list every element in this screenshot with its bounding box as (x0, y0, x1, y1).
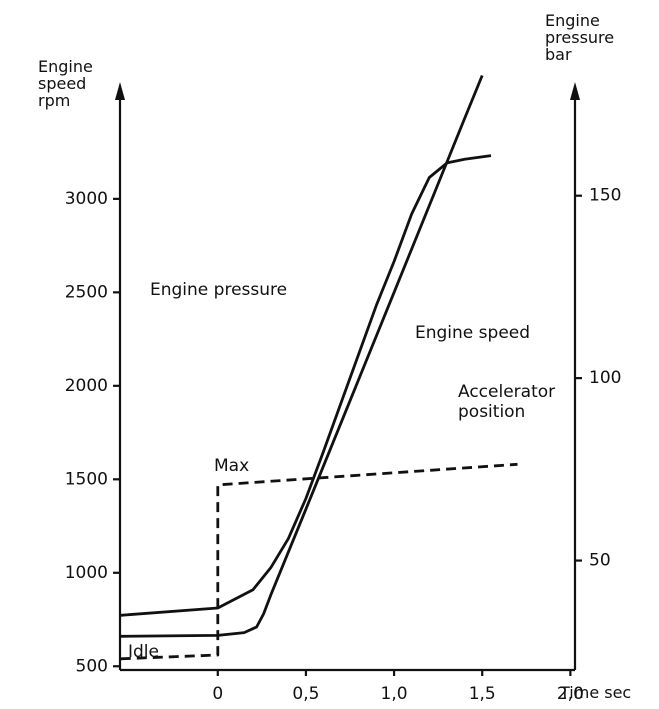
series-line (120, 462, 518, 661)
y-tick-label: 1000 (65, 563, 108, 583)
y-axis-title-line: Engine (38, 57, 93, 76)
y-tick-label: 2500 (65, 282, 108, 302)
x-axis-title: Time sec (560, 683, 632, 702)
y2-axis-title-line: pressure (545, 28, 615, 47)
x-tick-label: 1,0 (381, 684, 408, 704)
x-tick-label: 1,5 (469, 684, 496, 704)
y-axis-title-line: speed (38, 74, 87, 93)
y-tick-label: 500 (76, 656, 108, 676)
series-label: Accelerator position (458, 382, 556, 422)
y2-axis-title: Engine pressure bar (545, 12, 614, 63)
y2-axis-title-line: bar (545, 45, 572, 64)
y-axis-title: Engine speed rpm (38, 58, 93, 109)
series-label: Engine pressure (150, 280, 287, 300)
series-label: Engine speed (415, 323, 530, 343)
y-axis-title-line: rpm (38, 91, 71, 110)
y-axis-arrow (115, 82, 125, 100)
x-tick-label: 0,5 (292, 684, 319, 704)
y-tick-label: 1500 (65, 469, 108, 489)
y2-axis-title-line: Engine (545, 11, 600, 30)
annotation: Max (214, 456, 249, 476)
y2-axis-arrow (570, 82, 580, 100)
x-tick-label: 2,0 (557, 684, 584, 704)
y2-tick-label: 100 (589, 368, 621, 388)
x-tick-label: 0 (212, 684, 223, 704)
y-tick-label: 3000 (65, 189, 108, 209)
series-line (120, 74, 484, 638)
y-tick-label: 2000 (65, 376, 108, 396)
annotation: Idle (128, 642, 159, 662)
y2-tick-label: 150 (589, 186, 621, 206)
series-line (120, 154, 492, 617)
y2-tick-label: 50 (589, 551, 611, 571)
